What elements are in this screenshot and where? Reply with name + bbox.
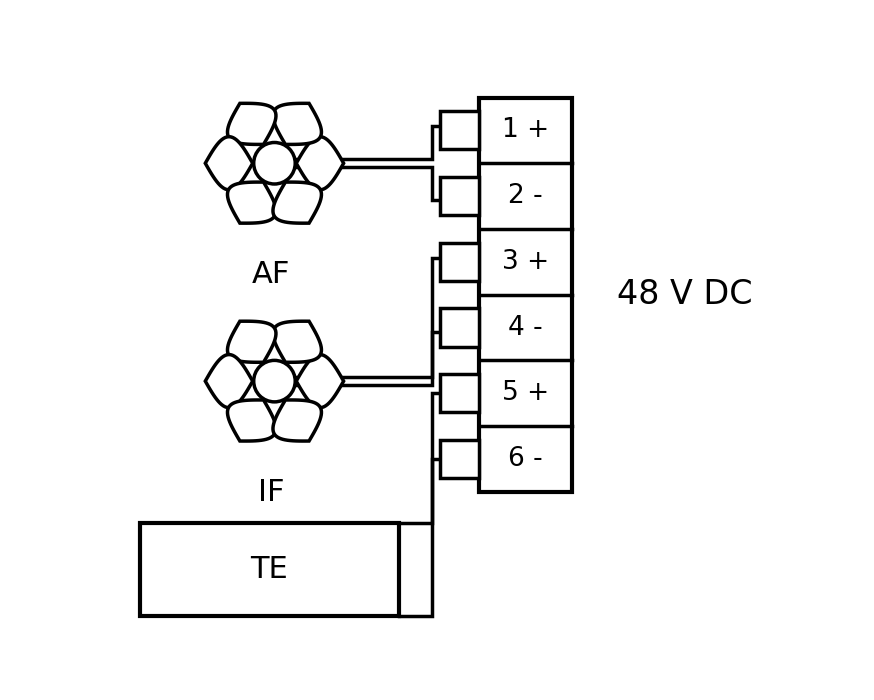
Text: 5 +: 5 + [502,380,549,406]
Polygon shape [273,182,322,223]
Bar [140,523,399,616]
Circle shape [253,360,295,402]
Polygon shape [296,136,343,190]
Bar [440,309,478,346]
Polygon shape [273,321,322,363]
Polygon shape [273,400,322,441]
Text: IF: IF [258,478,284,507]
Polygon shape [227,400,276,441]
Polygon shape [205,355,253,407]
Text: 3 +: 3 + [502,248,549,275]
Bar [440,177,478,215]
Polygon shape [296,355,343,407]
Polygon shape [205,136,253,190]
Polygon shape [273,104,322,144]
Text: 6 -: 6 - [508,446,543,472]
Bar [440,111,478,150]
Text: 2 -: 2 - [508,183,543,209]
Bar [478,97,572,492]
Text: 48 V DC: 48 V DC [617,278,753,312]
Text: TE: TE [250,555,288,584]
Bar [440,440,478,478]
Text: AF: AF [252,260,290,289]
Polygon shape [227,321,276,363]
Text: 1 +: 1 + [502,118,549,144]
Polygon shape [227,182,276,223]
Text: 4 -: 4 - [508,314,543,340]
Polygon shape [227,104,276,144]
Bar [440,243,478,281]
Bar [440,374,478,412]
Circle shape [253,143,295,184]
